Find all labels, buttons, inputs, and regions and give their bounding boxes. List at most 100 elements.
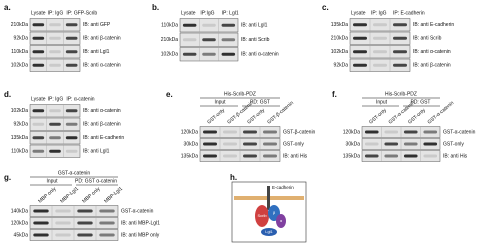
blot-band xyxy=(182,52,197,56)
blot-band xyxy=(403,130,418,134)
blot-band xyxy=(423,154,438,158)
alpha-shape xyxy=(276,214,286,228)
group-title: His-Scrib-PDZ xyxy=(385,91,417,97)
lane-header: Lysate xyxy=(351,10,366,16)
panel-label: c. xyxy=(322,3,329,12)
ib-label: IB: anti α-catenin xyxy=(83,63,121,69)
ib-label: IB: anti His xyxy=(283,153,308,159)
blot-band xyxy=(77,209,93,213)
blot-strip xyxy=(179,18,239,33)
blot-band xyxy=(65,122,78,126)
mw-label: 110kDa xyxy=(161,23,178,29)
lane-header: IP:IgG xyxy=(200,10,214,16)
mw-label: 102kDa xyxy=(11,108,28,114)
diagram-label: E-cadherin xyxy=(272,185,294,190)
blot-band xyxy=(353,23,367,27)
mw-label: 102kDa xyxy=(161,52,178,58)
blot-band xyxy=(65,50,78,54)
blot-band xyxy=(55,233,71,237)
ib-label: IB: anti Scrib xyxy=(413,36,442,42)
lane-header: IP: GFP-Scrib xyxy=(66,10,97,16)
blot-band xyxy=(99,221,115,225)
ib-label: IB: anti E-cadherin xyxy=(83,135,124,141)
blot-band xyxy=(32,149,45,153)
blot-band xyxy=(384,154,399,158)
mw-label: 210kDa xyxy=(161,37,178,43)
mw-label: 30kDa xyxy=(184,141,199,147)
blot-strip xyxy=(349,18,411,32)
lane-header: MBP only xyxy=(37,186,58,205)
lane-header: IP: Lgl1 xyxy=(222,10,239,16)
lane-header: IP: E-cadherin xyxy=(393,10,425,16)
diagram-label: β xyxy=(273,210,276,215)
lane-header: GST-only xyxy=(407,107,427,125)
blot-band xyxy=(403,142,418,146)
mw-label: 102kDa xyxy=(11,63,28,69)
blot-band xyxy=(202,52,216,56)
mw-label: 45kDa xyxy=(14,232,29,238)
blot-strip xyxy=(349,45,411,59)
blot-strip xyxy=(29,31,81,45)
mw-label: 135kDa xyxy=(331,22,348,28)
mw-label: 210kDa xyxy=(11,22,28,28)
mw-label: 102kDa xyxy=(331,49,348,55)
mw-label: 92kDa xyxy=(334,63,349,69)
lane-header: IP: IgG xyxy=(48,96,64,102)
blot-band xyxy=(65,63,78,67)
blot-band xyxy=(373,50,387,54)
blot-band xyxy=(263,130,277,134)
blot-band xyxy=(393,63,407,67)
blot-band xyxy=(203,130,217,134)
blot-band xyxy=(33,221,49,225)
diagram-label: Scrib xyxy=(257,213,267,218)
mw-label: 120kDa xyxy=(11,220,28,226)
blot-band xyxy=(243,130,257,134)
ib-label: IB: anti MBP-Lgl1 xyxy=(121,220,160,226)
lane-header: MBP-Lgl1 xyxy=(103,186,124,205)
blot-band xyxy=(384,142,399,146)
blot-strip xyxy=(349,31,411,45)
blot-band xyxy=(223,154,237,158)
blot-band xyxy=(373,23,387,27)
blot-band xyxy=(32,63,45,67)
ib-label: IB: anti Lgl1 xyxy=(83,149,110,155)
pulldown-label: PD: GST xyxy=(410,99,430,105)
ib-label: GST-β-catenin xyxy=(283,129,316,135)
ib-label: IB: anti MBP only xyxy=(121,232,160,238)
blot-band xyxy=(423,142,438,146)
lane-header: IP: α-catenin xyxy=(66,96,94,102)
lane-header: GST-only xyxy=(368,107,388,125)
lane-header: GST-only xyxy=(206,107,226,125)
ib-label: IB: anti α-catenin xyxy=(83,108,121,114)
scrib-shape xyxy=(255,205,269,227)
ib-label: IB: anti Scrib xyxy=(241,37,270,43)
blot-band xyxy=(49,63,61,67)
ib-label: IB: anti α-catenin xyxy=(413,49,451,55)
blot-band xyxy=(223,130,237,134)
panel-label: a. xyxy=(4,3,11,12)
mw-label: 30kDa xyxy=(346,141,361,147)
blot-band xyxy=(353,36,367,40)
mw-label: 92kDa xyxy=(14,36,29,42)
lane-header: IP: IgG xyxy=(371,10,387,16)
ib-label: IB: anti β-catenin xyxy=(83,122,121,128)
ib-label: IB: anti Lgl1 xyxy=(241,23,268,29)
mw-label: 110kDa xyxy=(11,49,28,55)
lgl1-shape xyxy=(261,228,277,236)
ib-label: IB: anti α-catenin xyxy=(241,52,279,58)
input-label: Input xyxy=(376,99,388,105)
lane-header: GST-β-catenin xyxy=(266,100,295,126)
blot-band xyxy=(393,36,407,40)
lane-header: GST-only xyxy=(246,107,266,125)
blot-band xyxy=(55,209,71,213)
blot-band xyxy=(221,38,236,42)
mw-label: 120kDa xyxy=(343,129,360,135)
blot-band xyxy=(223,142,237,146)
mw-label: 135kDa xyxy=(11,135,28,141)
mw-label: 140kDa xyxy=(11,208,28,214)
blot-band xyxy=(243,154,257,158)
blot-band xyxy=(393,50,407,54)
blot-band xyxy=(77,221,93,225)
lane-header: Lysate xyxy=(31,96,46,102)
lane-header: Lysate xyxy=(181,10,196,16)
